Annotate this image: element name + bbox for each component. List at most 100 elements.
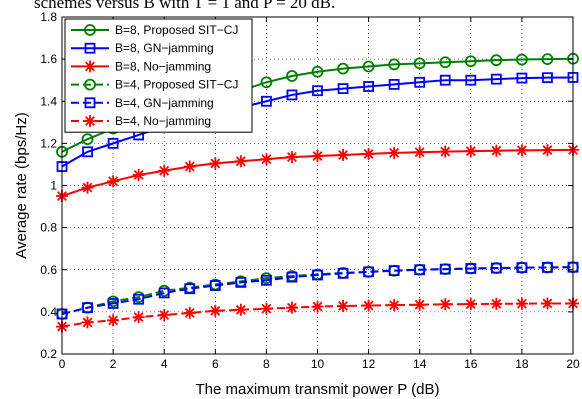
star-marker [362, 299, 375, 312]
figure-caption: schemes versus B with T = 1 and P = 20 d… [34, 0, 336, 12]
star-marker [413, 146, 426, 159]
square-marker [337, 267, 349, 279]
circle-marker [84, 78, 96, 91]
square-marker [542, 72, 553, 84]
star-marker [107, 175, 120, 188]
square-marker [439, 74, 451, 86]
circle-marker [311, 65, 324, 78]
circle-marker [362, 60, 375, 73]
x-tick-label: 10 [311, 357, 325, 371]
square-marker [516, 72, 528, 84]
square-marker [235, 276, 247, 288]
star-marker [234, 155, 247, 168]
star-marker [209, 304, 222, 317]
star-marker [183, 306, 196, 319]
circle-marker [260, 76, 273, 89]
star-marker [81, 181, 94, 194]
y-tick-label: 0.8 [40, 221, 57, 235]
star-marker [84, 60, 96, 73]
square-marker [516, 262, 528, 274]
star-marker [362, 147, 375, 160]
square-marker [260, 274, 272, 286]
star-marker [158, 164, 171, 177]
series-layer [56, 52, 579, 333]
star-marker [490, 144, 503, 157]
circle-marker [286, 70, 298, 82]
star-marker [464, 298, 477, 311]
x-tick-label: 8 [263, 357, 270, 371]
y-tick-label: 1.8 [40, 10, 57, 24]
legend-label: B=4, No−jamming [115, 114, 211, 128]
square-marker [107, 137, 119, 149]
circle-marker [464, 55, 477, 68]
square-marker [312, 85, 323, 97]
y-tick-label: 0.4 [40, 305, 57, 319]
x-tick-label: 14 [413, 357, 427, 371]
square-marker [490, 73, 502, 85]
star-marker [84, 115, 96, 127]
star-marker [209, 157, 222, 170]
x-tick-label: 6 [212, 357, 219, 371]
square-marker [542, 262, 553, 273]
x-tick-label: 2 [110, 357, 117, 371]
square-marker [312, 269, 323, 281]
star-marker [183, 160, 196, 173]
legend-label: B=8, No−jamming [115, 59, 211, 73]
star-marker [132, 311, 145, 324]
circle-marker [84, 24, 96, 36]
y-tick-label: 1.6 [40, 52, 57, 66]
legend-entry: B=8, Proposed SIT−CJ [71, 23, 238, 37]
star-marker [541, 297, 554, 310]
y-tick-label: 0.6 [40, 263, 57, 277]
square-marker [158, 287, 170, 299]
circle-marker [541, 53, 554, 66]
x-tick-label: 0 [59, 357, 66, 371]
x-tick-label: 12 [362, 357, 376, 371]
square-marker [107, 298, 119, 309]
legend-entry: B=8, No−jamming [71, 59, 211, 73]
circle-marker [516, 53, 528, 66]
series-5 [56, 261, 579, 320]
y-tick-label: 0.2 [40, 347, 57, 361]
x-tick-label: 16 [464, 357, 478, 371]
y-tick-label: 1 [50, 179, 57, 193]
star-marker [388, 146, 401, 159]
x-axis-label: The maximum transmit power P (dB) [196, 381, 440, 398]
square-marker [286, 89, 298, 101]
square-marker [209, 280, 221, 291]
star-marker [311, 150, 324, 163]
square-marker [490, 262, 502, 274]
star-marker [337, 299, 350, 312]
star-marker [541, 144, 554, 157]
star-marker [260, 302, 273, 315]
legend-entry: B=4, GN−jamming [71, 96, 214, 110]
star-marker [337, 148, 350, 161]
legend-entry: B=4, Proposed SIT−CJ [71, 78, 238, 92]
star-marker [234, 303, 247, 316]
star-marker [81, 316, 94, 329]
square-marker [260, 95, 272, 107]
square-marker [84, 42, 96, 54]
square-marker [337, 83, 349, 95]
star-marker [439, 298, 452, 311]
star-marker [285, 301, 298, 314]
square-marker [414, 76, 426, 88]
y-tick-label: 1.4 [40, 94, 57, 108]
legend-label: B=8, GN−jamming [115, 41, 214, 55]
square-marker [465, 74, 477, 86]
y-tick-label: 1.2 [40, 136, 57, 150]
circle-marker [490, 54, 503, 67]
star-marker [439, 145, 452, 158]
square-marker [82, 146, 93, 158]
circle-marker [388, 58, 401, 71]
square-marker [465, 263, 477, 274]
y-axis-label: Average rate (bps/Hz) [13, 112, 30, 258]
square-marker [363, 81, 375, 92]
figure-caption-strip: schemes versus B with T = 1 and P = 20 d… [20, 0, 460, 18]
square-marker [388, 79, 400, 90]
legend-label: B=8, Proposed SIT−CJ [115, 23, 238, 37]
legend-box [64, 18, 253, 133]
circle-marker [413, 57, 426, 70]
star-marker [285, 151, 298, 164]
legend-label: B=4, Proposed SIT−CJ [115, 78, 238, 92]
